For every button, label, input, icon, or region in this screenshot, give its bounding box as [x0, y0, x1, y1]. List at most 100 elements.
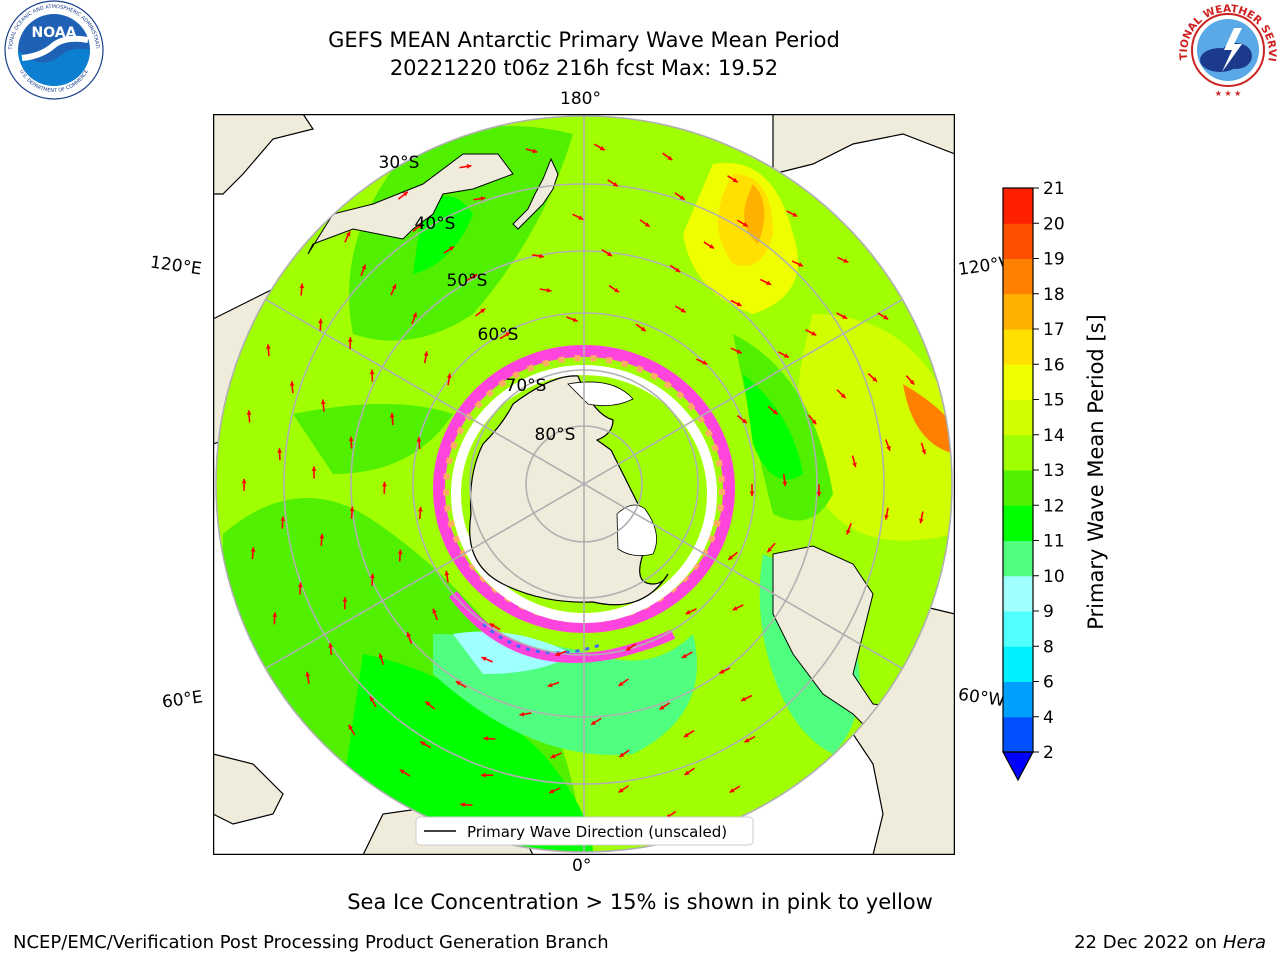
colorbar-tick-label: 8: [1043, 637, 1054, 657]
wave-arrow-head: [460, 802, 465, 808]
lon-label-60e: 60°E: [160, 687, 205, 713]
lon-label-0: 0°: [572, 856, 592, 876]
colorbar: 2 4 6 8 9 10 11 12 13 14 15 16 17 18 19 20 21: [1001, 180, 1065, 782]
wave-arrow-head: [406, 632, 412, 638]
wave-arrow-head: [618, 681, 624, 686]
wave-arrow-head: [280, 516, 286, 522]
wave-arrow-head: [348, 724, 353, 730]
colorbar-segment: [1003, 681, 1033, 718]
wave-arrow-head: [741, 418, 747, 424]
colorbar-label: Primary Wave Mean Period [s]: [1084, 314, 1108, 630]
wave-arrow-head: [250, 547, 256, 552]
wave-arrow-head: [679, 195, 685, 200]
lat-label-50s: 50°S: [447, 271, 488, 291]
wave-arrow-head: [728, 555, 734, 560]
wave-arrow-head: [619, 752, 625, 758]
wave-arrow-head: [420, 741, 426, 746]
wave-arrow-head: [489, 623, 495, 628]
colorbar-tick-label: 20: [1043, 214, 1065, 234]
colorbar-tick-label: 6: [1043, 673, 1054, 693]
wave-arrow-head: [736, 301, 742, 307]
wave-arrow-head: [591, 720, 597, 725]
wave-arrow-head: [449, 246, 455, 251]
wave-arrow-head: [816, 491, 822, 497]
chart-title-line1: GEFS MEAN Antarctic Primary Wave Mean Pe…: [328, 28, 840, 52]
nws-logo: NATIONAL WEATHER SERVICE ★ ★ ★: [1176, 0, 1278, 98]
wave-arrow-head: [680, 308, 686, 313]
wave-arrow-head: [539, 253, 544, 259]
new-zealand: [512, 157, 559, 230]
wave-arrow-head: [265, 344, 271, 349]
wave-arrow-head: [320, 399, 326, 405]
wave-arrow-head: [684, 770, 690, 775]
wave-arrow-head: [783, 353, 789, 358]
wave-arrow-head: [846, 529, 851, 535]
wave-arrow-head: [614, 287, 619, 293]
wave-arrow-head: [378, 653, 384, 659]
wave-arrow-head: [852, 462, 857, 468]
wave-arrow-head: [318, 318, 323, 324]
wave-arrow-head: [909, 379, 915, 385]
wave-arrow-head: [389, 412, 395, 418]
lat-label-60s: 60°S: [478, 325, 519, 345]
colorbar-segment: [1003, 575, 1033, 612]
wave-arrow-head: [345, 231, 351, 237]
wave-arrow-head: [744, 738, 750, 743]
wave-arrow-head: [683, 732, 689, 738]
wave-arrow-head: [382, 481, 387, 487]
wave-arrow-head: [402, 191, 408, 197]
wave-arrow-head: [702, 360, 708, 365]
colorbar-tick-label: 11: [1043, 532, 1065, 552]
wave-arrow-head: [843, 258, 849, 263]
wave-arrow-head: [618, 788, 624, 793]
wave-arrow-head: [417, 506, 423, 512]
colorbar-segment: [1003, 470, 1033, 506]
wave-arrow-head: [532, 148, 538, 154]
wave-arrow-head: [423, 351, 429, 357]
wave-arrow-head: [480, 196, 486, 201]
lon-label-120e: 120°E: [148, 252, 203, 280]
sea-ice-note: Sea Ice Concentration > 15% is shown in …: [347, 890, 933, 914]
wave-arrow-head: [599, 145, 605, 151]
wave-arrow-head: [311, 466, 317, 471]
wave-arrow-head: [361, 264, 367, 270]
wave-arrow-head: [547, 682, 553, 688]
colorbar-tick-label: 19: [1043, 250, 1065, 270]
wave-arrow-head: [749, 491, 755, 496]
wave-arrow-head: [767, 547, 773, 553]
wave-arrow-head: [397, 549, 403, 555]
wave-arrow-head: [347, 337, 353, 342]
colorbar-segment: [1003, 364, 1033, 400]
wave-arrow-head: [425, 701, 431, 707]
wave-arrow-head: [681, 653, 687, 658]
wave-arrow-head: [742, 222, 748, 227]
footer-credit: NCEP/EMC/Verification Post Processing Pr…: [13, 932, 609, 953]
legend-label: Primary Wave Direction (unscaled): [467, 823, 727, 841]
map-border: [213, 114, 955, 855]
colorbar-extend-triangle: [1001, 751, 1035, 782]
noaa-logo: NOAA NATIONAL OCEANIC AND ATMOSPHERIC AD…: [2, 0, 104, 100]
wave-arrow-head: [572, 317, 578, 322]
wave-arrow-head: [772, 409, 778, 415]
wave-arrow-head: [481, 772, 486, 778]
wave-arrow-head: [505, 332, 511, 337]
wave-arrow-head: [842, 314, 848, 319]
colorbar-tick-label: 13: [1043, 461, 1065, 481]
colorbar-segment: [1003, 611, 1033, 647]
noaa-logo-text: NOAA: [32, 25, 77, 41]
colorbar-tick-label: 17: [1043, 320, 1065, 340]
wave-arrow-head: [370, 696, 375, 702]
colorbar-tick-label: 9: [1043, 602, 1054, 622]
wave-arrow-head: [607, 251, 613, 257]
colorbar-segment: [1003, 188, 1033, 224]
wave-arrow-head: [732, 606, 738, 611]
wave-arrow-head: [732, 177, 738, 183]
wave-arrow-head: [399, 769, 405, 775]
wave-arrow-head: [549, 788, 555, 794]
wave-arrow-head: [741, 696, 747, 702]
wave-arrow-head: [766, 280, 772, 285]
wave-arrow-head: [342, 597, 348, 602]
wave-arrow-head: [640, 326, 646, 332]
wave-arrow-head: [417, 223, 423, 229]
colorbar-tick-label: 18: [1043, 285, 1065, 305]
